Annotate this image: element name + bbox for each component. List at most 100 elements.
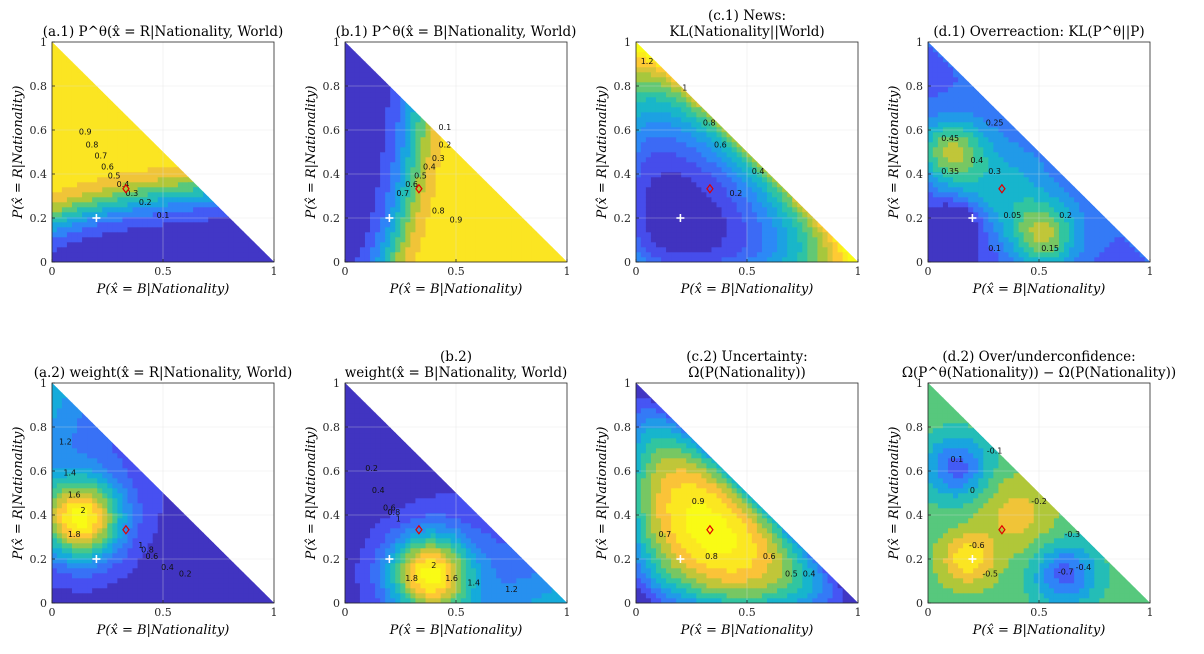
white-plus-marker: [676, 555, 685, 563]
red-diamond-marker: [998, 524, 1006, 535]
white-plus-marker: [385, 214, 394, 222]
contour-label: -0.7: [1058, 567, 1074, 576]
y-tick-label: 0.8: [906, 80, 924, 93]
x-tick-label: 1: [1147, 265, 1154, 278]
x-tick-label: 0.5: [1030, 265, 1048, 278]
y-tick-label: 0.8: [614, 80, 632, 93]
x-tick-label: 0: [342, 606, 349, 619]
x-tick-label: 0: [925, 265, 932, 278]
contour-label: -0.5: [982, 570, 998, 579]
y-tick-label: 0.8: [30, 421, 48, 434]
contour-label: 0.6: [101, 163, 114, 172]
contour-label: 0.7: [396, 189, 409, 198]
contour-label: 1.4: [63, 468, 76, 477]
panel-title: (b.1) P^θ(x̂ = B|Nationality, World): [336, 24, 577, 40]
panel-title: (d.1) Overreaction: KL(P^θ||P): [933, 24, 1144, 40]
red-diamond-marker: [415, 524, 423, 535]
x-tick-label: 0.5: [447, 606, 465, 619]
red-diamond-marker: [415, 183, 423, 194]
contour-label: 1: [396, 515, 401, 524]
x-tick-label: 0: [925, 606, 932, 619]
panel-title: weight(x̂ = B|Nationality, World): [345, 365, 568, 381]
contour-label: 0.6: [763, 552, 776, 561]
white-plus-marker: [92, 214, 101, 222]
contour-label: 0.2: [139, 198, 152, 207]
contour-label: 0.3: [988, 167, 1001, 176]
x-tick-label: 1: [564, 265, 571, 278]
contour-label: 0: [970, 486, 975, 495]
contour-label: 0.45: [941, 134, 959, 143]
red-diamond-marker: [706, 524, 714, 535]
y-tick-label: 0.6: [30, 465, 48, 478]
y-tick-label: 0: [624, 256, 631, 269]
y-tick-label: 0.6: [906, 124, 924, 137]
heatmap-cells: [635, 382, 859, 604]
y-tick-label: 0.2: [30, 212, 48, 225]
contour-label: 0.5: [108, 171, 121, 180]
contour-label: 0.5: [785, 570, 798, 579]
y-tick-label: 0.2: [614, 553, 632, 566]
contour-label: 0.3: [432, 154, 445, 163]
y-axis-label: P(x̂ = R|Nationality): [887, 86, 902, 220]
contour-label: 0.4: [970, 156, 983, 165]
contour-label: 1.6: [445, 574, 458, 583]
y-tick-label: 0: [624, 597, 631, 610]
x-tick-label: 0: [342, 265, 349, 278]
y-tick-label: 0: [40, 597, 47, 610]
grid-lines: [52, 383, 274, 603]
contour-label: 0.1: [439, 123, 452, 132]
contour-label: 0.4: [423, 163, 436, 172]
x-tick-label: 0: [49, 265, 56, 278]
panel-title: KL(Nationality||World): [669, 24, 824, 40]
y-tick-label: 0.6: [614, 465, 632, 478]
contour-label: 0.1: [950, 455, 963, 464]
contour-label: 0.8: [703, 119, 716, 128]
contour-label: 0.8: [432, 207, 445, 216]
y-tick-label: 0: [916, 597, 923, 610]
x-axis-label: P(x̂ = B|Nationality): [972, 623, 1106, 638]
y-tick-label: 0.2: [906, 212, 924, 225]
y-tick-label: 0.4: [614, 509, 632, 522]
y-tick-label: 0.4: [906, 168, 924, 181]
x-tick-label: 0.5: [1030, 606, 1048, 619]
x-tick-label: 1: [855, 265, 862, 278]
heatmap-cells: [927, 41, 1151, 263]
contour-label: 0.8: [86, 141, 99, 150]
y-tick-label: 0.2: [614, 212, 632, 225]
y-axis-label: P(x̂ = R|Nationality): [11, 427, 26, 561]
x-tick-label: 0: [633, 606, 640, 619]
x-axis-label: P(x̂ = B|Nationality): [389, 282, 523, 297]
contour-label: 0.4: [161, 563, 174, 572]
panel-title: (c.2) Uncertainty:: [686, 349, 807, 365]
white-plus-marker: [968, 214, 977, 222]
contour-label: 0.2: [365, 464, 378, 473]
y-tick-label: 0: [40, 256, 47, 269]
contour-label: 1.2: [505, 585, 518, 594]
contour-label: 0.25: [986, 119, 1004, 128]
y-tick-label: 0.4: [30, 509, 48, 522]
x-tick-label: 0.5: [154, 606, 172, 619]
y-tick-label: 1: [916, 377, 923, 390]
x-tick-label: 1: [271, 606, 278, 619]
red-diamond-marker: [998, 183, 1006, 194]
panel-title: (b.2): [440, 349, 472, 365]
contour-label: 0.1: [988, 244, 1001, 253]
contour-label: 0.9: [450, 215, 463, 224]
contour-label: 1.8: [68, 530, 81, 539]
y-axis-label: P(x̂ = R|Nationality): [595, 86, 610, 220]
contour-label: 2: [81, 506, 86, 515]
y-tick-label: 1: [333, 36, 340, 49]
y-tick-label: 0.8: [614, 421, 632, 434]
x-tick-label: 1: [1147, 606, 1154, 619]
y-tick-label: 1: [624, 36, 631, 49]
x-tick-label: 0: [49, 606, 56, 619]
contour-label: 0.6: [714, 141, 727, 150]
grid-lines: [636, 42, 858, 262]
x-axis-label: P(x̂ = B|Nationality): [680, 282, 814, 297]
grid-lines: [636, 383, 858, 603]
panel-title: (a.1) P^θ(x̂ = R|Nationality, World): [43, 24, 283, 40]
panel-a2: (a.2) weight(x̂ = R|Nationality, World) 0…: [11, 365, 292, 638]
contour-label: 1: [682, 83, 687, 92]
heatmap-cells: [51, 41, 275, 263]
